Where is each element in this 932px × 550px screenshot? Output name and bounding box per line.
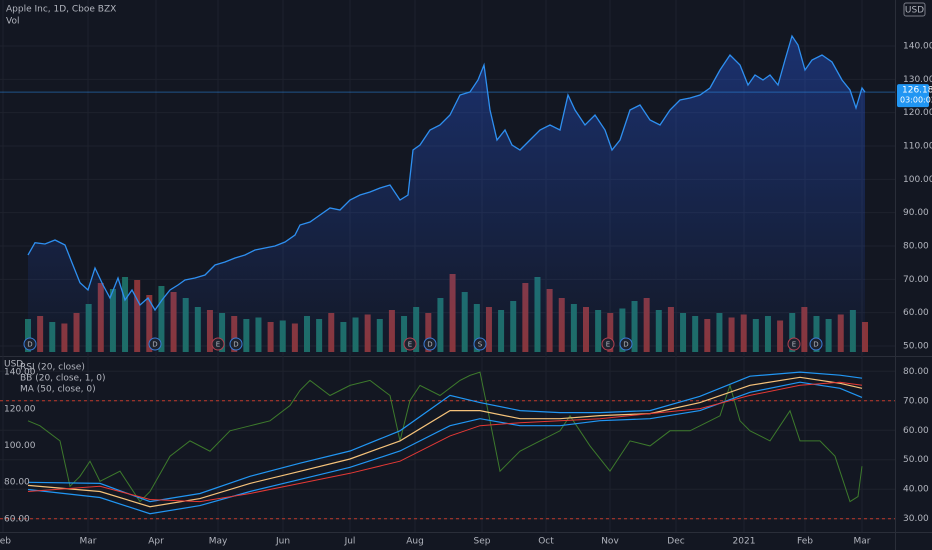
x-tick-label: Oct — [538, 537, 554, 547]
x-tick-label: Dec — [667, 537, 684, 547]
event-label: D — [152, 341, 157, 349]
event-label: D — [427, 341, 432, 349]
y-tick-label: 60.00 — [903, 308, 929, 318]
y2-tick-label: 80.00 — [903, 367, 929, 377]
x-tick-label: Nov — [601, 537, 619, 547]
x-tick-label: Jul — [344, 537, 356, 547]
y2-tick-label: 30.00 — [903, 514, 929, 524]
bb-basis — [27, 376, 863, 508]
y-tick-label: 110.00 — [903, 142, 932, 152]
y2-tick-label: 50.00 — [903, 455, 929, 465]
currency[interactable]: USD — [905, 6, 924, 16]
last-price-box — [897, 84, 929, 108]
y-tick-label: 80.00 — [4, 478, 30, 488]
bb-upper — [27, 371, 863, 503]
currency-badge[interactable] — [903, 2, 926, 17]
event-marker — [601, 337, 615, 351]
y-tick-label: 140.00 — [903, 42, 932, 52]
legend-entry: BB (20, close, 1, 0) — [20, 374, 105, 384]
x-tick-label: May — [209, 537, 228, 547]
y-tick-label: 120.00 — [4, 404, 36, 414]
event-marker — [23, 337, 37, 351]
x-tick-label: Aug — [406, 537, 424, 547]
legend-entry: MA (50, close, 0) — [20, 385, 96, 395]
event-label: D — [813, 341, 818, 349]
event-label: D — [233, 341, 238, 349]
event-marker — [787, 337, 801, 351]
lower-currency: USD — [4, 360, 23, 370]
bb-lower — [27, 381, 863, 515]
event-marker — [229, 337, 243, 351]
legend-entry: RSI (20, close) — [20, 363, 85, 373]
x-tick-label: Feb — [0, 537, 11, 547]
y2-tick-label: 70.00 — [903, 396, 929, 406]
event-label: D — [27, 341, 32, 349]
x-tick-label: Mar — [80, 537, 97, 547]
volume-label: Vol — [6, 17, 19, 27]
y-tick-label: 120.00 — [903, 108, 932, 118]
x-tick-label: Mar — [854, 537, 871, 547]
y-tick-label: 130.00 — [903, 75, 932, 85]
last-price-label: 126.18 — [902, 86, 932, 96]
event-marker — [423, 337, 437, 351]
x-tick-label: Apr — [148, 537, 164, 547]
chart-title: Apple Inc, 1D, Cboe BZX — [6, 5, 116, 15]
event-label: D — [623, 341, 628, 349]
event-label: S — [478, 341, 483, 349]
x-tick-label: Sep — [474, 537, 491, 547]
x-tick-label: Feb — [797, 537, 813, 547]
y-tick-label: 100.00 — [903, 175, 932, 185]
y-tick-label: 90.00 — [903, 208, 929, 218]
indicator-line — [27, 381, 863, 503]
y-tick-label: 70.00 — [903, 275, 929, 285]
event-marker — [619, 337, 633, 351]
y-tick-label: 50.00 — [903, 342, 929, 352]
y-tick-label: 80.00 — [903, 242, 929, 252]
event-marker — [473, 337, 487, 351]
event-marker — [809, 337, 823, 351]
event-label: E — [792, 341, 796, 349]
event-label: E — [216, 341, 220, 349]
x-tick-label: Jun — [275, 537, 290, 547]
y2-tick-label: 60.00 — [903, 426, 929, 436]
y-tick-label: 140.00 — [4, 368, 36, 378]
indicator-line — [27, 371, 863, 503]
price-line — [27, 34, 866, 312]
event-label: E — [606, 341, 610, 349]
x-tick-label: 2021 — [733, 537, 756, 547]
y-tick-label: 100.00 — [4, 441, 36, 451]
y2-tick-label: 40.00 — [903, 485, 929, 495]
event-marker — [403, 337, 417, 351]
y-tick-label: 60.00 — [4, 514, 30, 524]
event-marker — [148, 337, 162, 351]
event-label: E — [408, 341, 412, 349]
marks — [0, 34, 895, 515]
countdown: 03:00:02 — [900, 96, 932, 105]
event-marker — [211, 337, 225, 351]
price-area — [28, 36, 865, 355]
